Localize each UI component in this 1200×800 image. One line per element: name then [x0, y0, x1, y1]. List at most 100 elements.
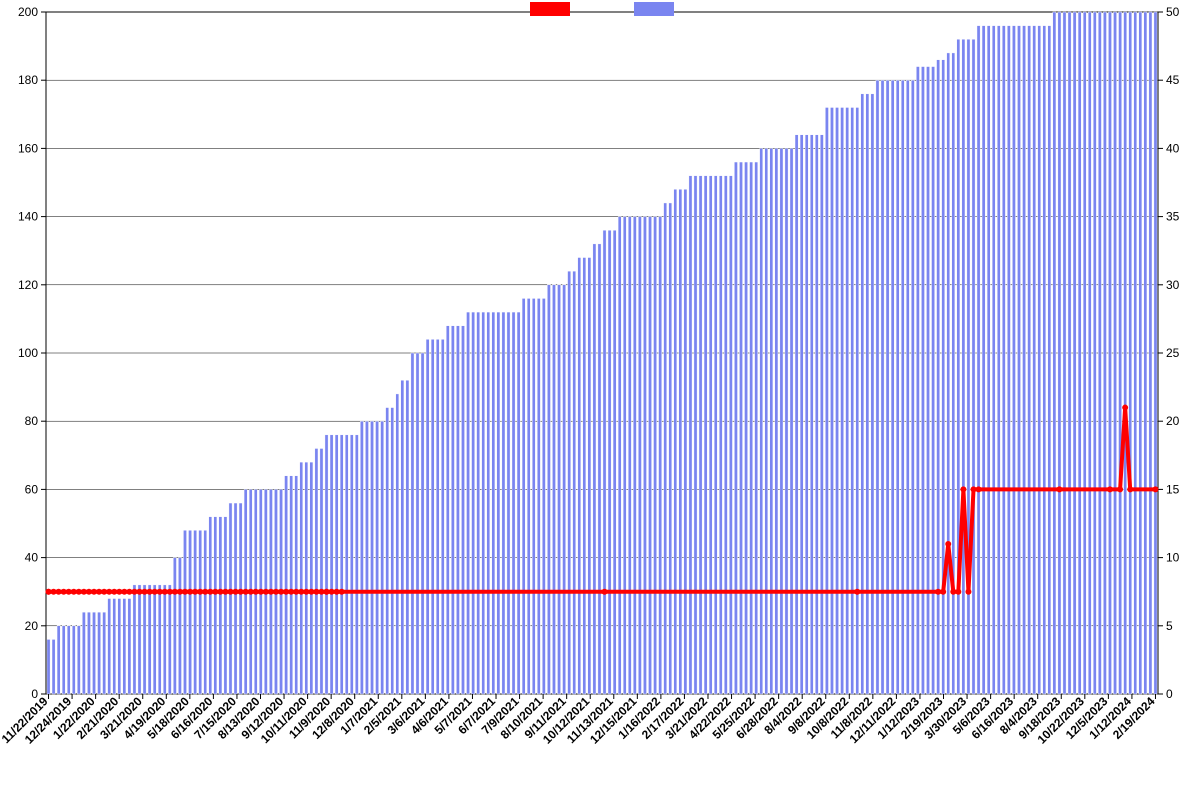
bar [851, 107, 854, 694]
bar [694, 176, 697, 694]
bar [87, 612, 90, 694]
bar [714, 176, 717, 694]
line-marker [324, 589, 330, 595]
yright-label: 20 [1166, 414, 1180, 428]
bar [906, 80, 909, 694]
legend-swatch-line [530, 2, 570, 16]
line-marker [965, 589, 971, 595]
bar [583, 258, 586, 694]
bar [1038, 26, 1041, 694]
yright-label: 15 [1166, 482, 1180, 496]
bar [770, 148, 773, 694]
bar [143, 585, 146, 694]
bar [315, 448, 318, 694]
bar [365, 421, 368, 694]
bar [461, 326, 464, 694]
bar [578, 258, 581, 694]
bar [825, 107, 828, 694]
line-marker [602, 589, 608, 595]
yright-label: 25 [1166, 346, 1180, 360]
bar [881, 80, 884, 694]
bar [188, 530, 191, 694]
bar [178, 558, 181, 694]
bar [552, 285, 555, 694]
bar [219, 517, 222, 694]
bar [780, 148, 783, 694]
bar [1144, 12, 1147, 694]
bar [841, 107, 844, 694]
yleft-label: 120 [18, 278, 38, 292]
bar [846, 107, 849, 694]
bar [285, 476, 288, 694]
bar [947, 53, 950, 694]
line-marker [940, 589, 946, 595]
bar [204, 530, 207, 694]
bar [689, 176, 692, 694]
bar [1068, 12, 1071, 694]
bar [1048, 26, 1051, 694]
yright-label: 35 [1166, 210, 1180, 224]
chart-svg: 0204060801001201401601802000510152025303… [0, 0, 1200, 800]
line-marker [1122, 405, 1128, 411]
bar [603, 230, 606, 694]
bar [937, 60, 940, 694]
bar [598, 244, 601, 694]
bar [563, 285, 566, 694]
bar [396, 394, 399, 694]
bar [633, 217, 636, 694]
bar [108, 599, 111, 694]
bar [942, 60, 945, 694]
bar [765, 148, 768, 694]
bar [815, 135, 818, 694]
bar [325, 435, 328, 694]
bar [472, 312, 475, 694]
bar [426, 339, 429, 694]
bar [370, 421, 373, 694]
bar [173, 558, 176, 694]
bar [57, 626, 60, 694]
bar [729, 176, 732, 694]
bar [542, 298, 545, 694]
bar [775, 148, 778, 694]
bar [406, 380, 409, 694]
bar [446, 326, 449, 694]
bar [664, 203, 667, 694]
bar [1113, 12, 1116, 694]
bar [133, 585, 136, 694]
bar [1149, 12, 1152, 694]
bar [724, 176, 727, 694]
bar [502, 312, 505, 694]
bar [234, 503, 237, 694]
bar [360, 421, 363, 694]
bar [512, 312, 515, 694]
bar [1058, 12, 1061, 694]
line-marker [960, 486, 966, 492]
bar [628, 217, 631, 694]
bar [654, 217, 657, 694]
bar [168, 585, 171, 694]
yleft-label: 20 [25, 619, 39, 633]
bar [522, 298, 525, 694]
line-marker [1056, 486, 1062, 492]
bar [82, 612, 85, 694]
bar [967, 39, 970, 694]
bar [401, 380, 404, 694]
bar [1073, 12, 1076, 694]
bar [613, 230, 616, 694]
bar [517, 312, 520, 694]
bar [568, 271, 571, 694]
bar [527, 298, 530, 694]
bar [441, 339, 444, 694]
bar [229, 503, 232, 694]
bar [911, 80, 914, 694]
bar [153, 585, 156, 694]
bar [98, 612, 101, 694]
line-marker [945, 541, 951, 547]
line-marker [854, 589, 860, 595]
bar [1134, 12, 1137, 694]
bar [547, 285, 550, 694]
bar [1108, 12, 1111, 694]
bar [618, 217, 621, 694]
bar [972, 39, 975, 694]
bar [932, 67, 935, 694]
